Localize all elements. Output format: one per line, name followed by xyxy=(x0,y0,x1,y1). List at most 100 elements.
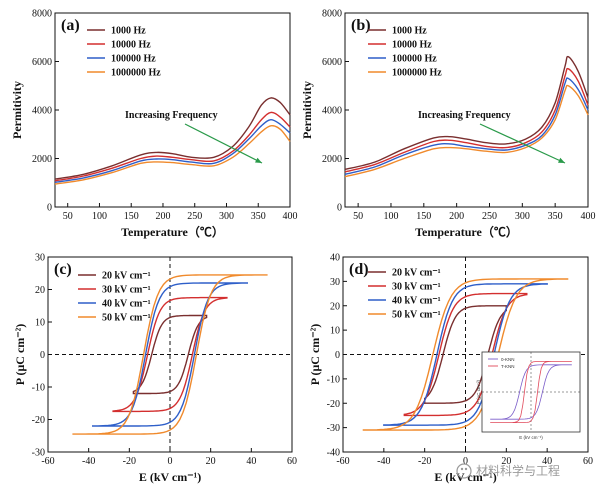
legend-label: 30 kV cm⁻¹ xyxy=(102,285,151,296)
series-line-2 xyxy=(344,77,589,175)
y-tick-label: 10 xyxy=(35,318,45,329)
x-axis-label: Temperature（℃） xyxy=(121,224,224,239)
x-tick-label: 50 xyxy=(63,211,73,222)
y-axis-label: Permitivity xyxy=(300,81,314,139)
y-tick-label: -10 xyxy=(32,383,45,394)
legend-label: 40 kV cm⁻¹ xyxy=(102,299,151,310)
y-tick-label: -20 xyxy=(327,399,340,410)
panel-b: 50 100 150 200 250 300 350 40002000400060008000… xyxy=(300,9,596,240)
x-tick-label: 300 xyxy=(219,211,234,222)
x-tick-label: 150 xyxy=(124,211,139,222)
x-axis-label: E (kV cm⁻¹) xyxy=(434,470,496,484)
inset-legend-label: 0-KNN xyxy=(501,357,515,362)
series-line-1 xyxy=(344,67,589,173)
series-line-0 xyxy=(54,97,291,180)
x-tick-label: 100 xyxy=(92,211,107,222)
legend-label: 40 kV cm⁻¹ xyxy=(392,296,441,307)
inset-legend-label: T-KNN xyxy=(501,364,515,369)
annotation-label: Increasing Frequency xyxy=(125,110,218,121)
series-line-0 xyxy=(132,314,208,395)
y-tick-label: 0 xyxy=(47,203,52,214)
y-tick-label: -30 xyxy=(327,423,340,434)
x-tick-label: 100 xyxy=(383,211,398,222)
legend-label: 10000 Hz xyxy=(392,40,432,51)
y-tick-label: -40 xyxy=(327,448,340,459)
inset-plot: 0-KNN T-KNN E (kV cm⁻¹) P (μC cm⁻²) xyxy=(476,351,581,440)
series-line-3 xyxy=(344,84,589,178)
inset-x-label: E (kV cm⁻¹) xyxy=(519,435,543,440)
x-tick-label: 400 xyxy=(283,211,298,222)
y-tick-label: -30 xyxy=(32,448,45,459)
y-axis-label: P (μC cm⁻²) xyxy=(308,324,322,385)
y-tick-label: 20 xyxy=(330,301,340,312)
x-tick-label: 350 xyxy=(251,211,266,222)
series-line-0 xyxy=(344,55,589,171)
watermark-text: 材料科学与工程 xyxy=(476,463,560,478)
x-tick-label: 50 xyxy=(353,211,363,222)
trend-arrow-head xyxy=(558,157,565,163)
x-tick-label: -60 xyxy=(336,456,349,467)
legend-label: 1000000 Hz xyxy=(111,68,161,79)
y-tick-label: 8000 xyxy=(32,9,52,20)
x-tick-label: 350 xyxy=(548,211,563,222)
y-tick-label: 6000 xyxy=(322,57,342,68)
trend-arrow-head xyxy=(255,157,262,163)
panel-a: 50 100 150 200 250 300 350 40002000400060008000… xyxy=(10,9,298,240)
x-axis-label: E (kV cm⁻¹) xyxy=(139,470,201,484)
panel-label: (c) xyxy=(54,261,72,278)
y-axis-label: Permitivity xyxy=(10,81,24,139)
x-tick-label: 40 xyxy=(542,456,552,467)
legend-label: 50 kV cm⁻¹ xyxy=(102,313,151,324)
x-tick-label: -60 xyxy=(41,456,54,467)
legend-label: 1000000 Hz xyxy=(392,68,442,79)
inset-y-label: P (μC cm⁻²) xyxy=(476,379,481,404)
panel-label: (a) xyxy=(61,17,80,34)
inset-series-line xyxy=(490,361,572,423)
x-axis-label: Temperature（℃） xyxy=(415,224,518,239)
x-tick-label: 150 xyxy=(416,211,431,222)
panel-label: (d) xyxy=(349,261,369,278)
y-axis-label: P (μC cm⁻²) xyxy=(13,324,27,385)
y-tick-label: 2000 xyxy=(322,154,342,165)
x-tick-label: 200 xyxy=(449,211,464,222)
legend-label: 100000 Hz xyxy=(392,54,437,65)
x-tick-label: -20 xyxy=(418,456,431,467)
y-tick-label: 0 xyxy=(40,350,45,361)
watermark: 材料科学与工程 xyxy=(456,463,560,479)
y-tick-label: 30 xyxy=(330,277,340,288)
x-tick-label: 40 xyxy=(246,456,256,467)
y-tick-label: 6000 xyxy=(32,57,52,68)
x-tick-label: -40 xyxy=(82,456,95,467)
legend-label: 1000 Hz xyxy=(392,26,427,37)
legend-label: 30 kV cm⁻¹ xyxy=(392,282,441,293)
series-line-3 xyxy=(362,278,569,431)
y-tick-label: 0 xyxy=(337,203,342,214)
series-line-1 xyxy=(112,296,228,413)
inset-series-line xyxy=(490,364,572,420)
legend-label: 100000 Hz xyxy=(111,54,156,65)
x-tick-label: -40 xyxy=(377,456,390,467)
trend-arrow xyxy=(479,123,566,164)
panel-label: (b) xyxy=(351,17,371,34)
legend-label: 50 kV cm⁻¹ xyxy=(392,310,441,321)
legend-label: 10000 Hz xyxy=(111,40,151,51)
y-tick-label: 0 xyxy=(335,350,340,361)
trend-arrow xyxy=(184,123,263,164)
y-tick-label: 20 xyxy=(35,285,45,296)
y-tick-label: 2000 xyxy=(32,154,52,165)
y-tick-label: 40 xyxy=(330,253,340,264)
y-tick-label: 30 xyxy=(35,253,45,264)
series-line-1 xyxy=(54,111,291,182)
y-tick-label: -10 xyxy=(327,374,340,385)
legend-label: 1000 Hz xyxy=(111,26,146,37)
y-tick-label: 8000 xyxy=(322,9,342,20)
annotation-label: Increasing Frequency xyxy=(418,110,511,121)
legend-label: 20 kV cm⁻¹ xyxy=(102,271,151,282)
x-tick-label: 300 xyxy=(515,211,530,222)
series-line-2 xyxy=(54,119,291,183)
x-tick-label: 250 xyxy=(187,211,202,222)
x-tick-label: 400 xyxy=(581,211,596,222)
x-tick-label: 20 xyxy=(206,456,216,467)
